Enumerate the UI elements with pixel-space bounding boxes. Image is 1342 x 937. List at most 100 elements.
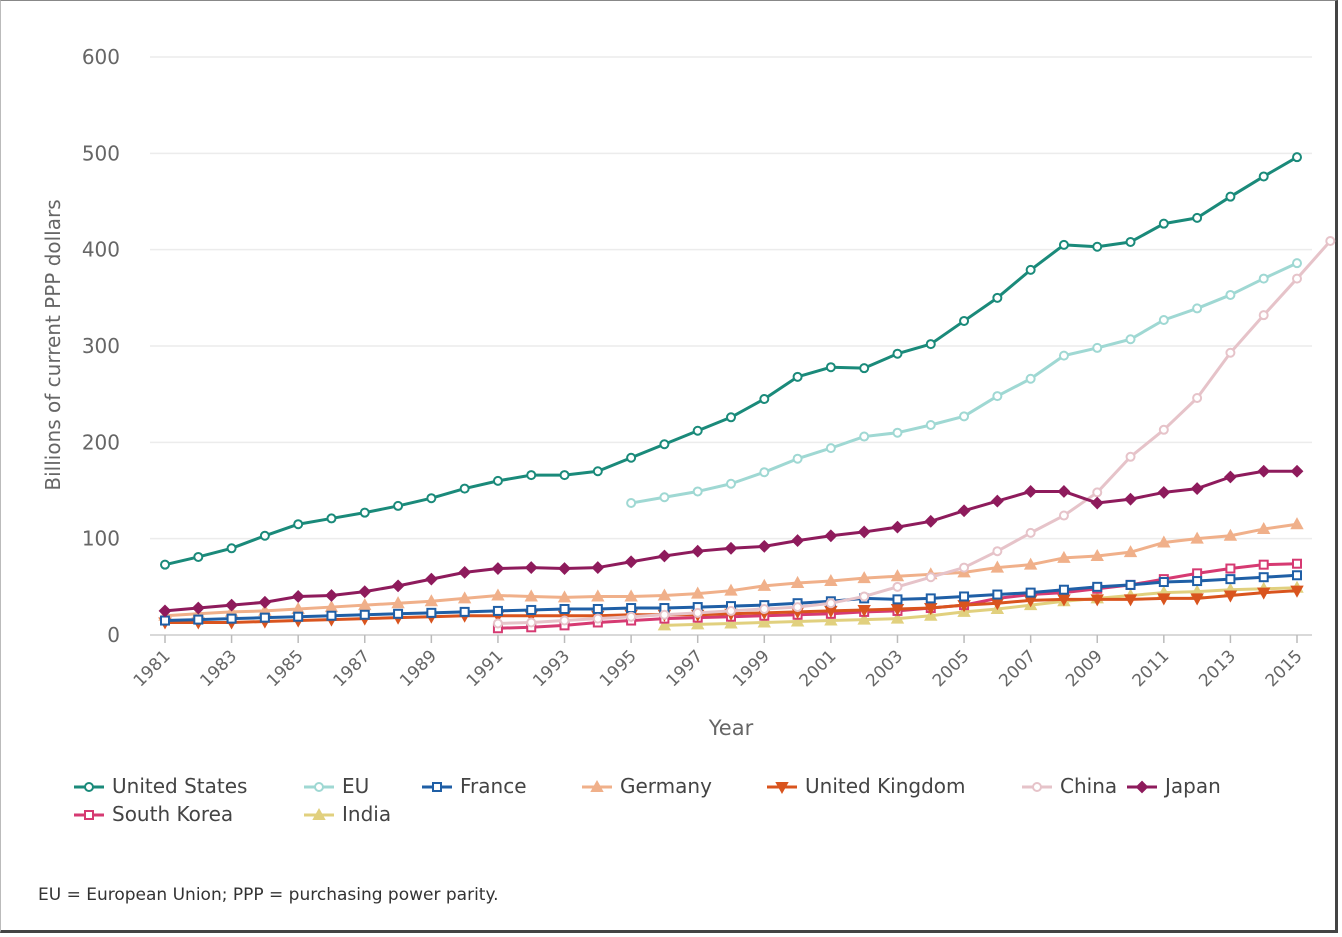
data-point xyxy=(591,589,605,602)
data-point xyxy=(1223,528,1238,541)
data-point xyxy=(1225,563,1236,574)
x-tick-label: 2013 xyxy=(1195,646,1240,691)
y-tick-label: 600 xyxy=(82,45,120,69)
legend-swatch-france xyxy=(422,782,452,792)
data-point xyxy=(457,591,472,604)
legend-row: United States EU France Germany United Kingd… xyxy=(72,772,1302,800)
series-line-china xyxy=(497,240,1332,625)
data-point xyxy=(659,439,670,450)
data-point xyxy=(259,530,270,541)
data-point xyxy=(857,525,871,539)
data-point xyxy=(626,452,637,463)
data-point xyxy=(324,600,339,613)
data-point xyxy=(1192,303,1203,314)
legend-label: United States xyxy=(112,773,248,798)
data-point xyxy=(657,588,672,601)
data-point xyxy=(293,611,304,622)
x-tick-label: 1999 xyxy=(729,646,774,691)
data-point xyxy=(492,475,503,486)
data-point xyxy=(1092,342,1103,353)
x-tick-label: 2015 xyxy=(1262,646,1307,691)
x-axis: 1981 1983 1985 1987 1989 1991 1993 1995 1997 1999… xyxy=(130,635,1307,691)
data-point xyxy=(726,478,736,489)
data-point xyxy=(724,541,738,555)
data-point xyxy=(592,466,603,477)
data-point xyxy=(1157,535,1171,548)
x-tick-label: 2007 xyxy=(995,646,1040,691)
y-axis-label: Billions of current PPP dollars xyxy=(41,199,65,490)
legend-label: France xyxy=(460,773,527,798)
x-tick-label: 1991 xyxy=(463,646,508,691)
legend-swatch-india xyxy=(304,807,334,820)
data-point xyxy=(1057,594,1071,607)
data-point xyxy=(890,569,905,582)
data-point xyxy=(759,393,770,404)
data-point xyxy=(559,470,570,481)
data-point xyxy=(158,604,172,618)
data-point xyxy=(424,594,439,607)
data-point xyxy=(393,608,404,619)
legend-label: United Kingdom xyxy=(805,773,966,798)
legend-item-germany: Germany xyxy=(580,774,765,798)
data-point xyxy=(757,539,771,553)
data-point xyxy=(890,611,905,624)
data-point xyxy=(1025,527,1036,538)
data-point xyxy=(1158,218,1169,229)
data-point xyxy=(1025,373,1036,384)
x-tick-label: 1989 xyxy=(396,646,441,691)
data-point xyxy=(291,601,305,614)
data-point xyxy=(358,598,372,611)
data-point xyxy=(1125,334,1136,345)
data-point xyxy=(1158,577,1169,588)
data-point xyxy=(990,560,1005,573)
data-point xyxy=(1125,236,1136,247)
data-point xyxy=(557,590,572,603)
data-point xyxy=(1023,557,1038,570)
legend-swatch-china xyxy=(1022,782,1052,792)
data-point xyxy=(924,608,938,621)
y-axis: 0 100 200 300 400 500 600 xyxy=(82,45,120,647)
data-point xyxy=(314,782,324,792)
data-point xyxy=(624,555,638,569)
data-point xyxy=(892,581,903,592)
data-point xyxy=(925,339,936,350)
data-point xyxy=(1024,485,1038,498)
data-point xyxy=(559,603,570,614)
data-point xyxy=(657,549,671,563)
x-tick-label: 2003 xyxy=(862,646,907,691)
series-group xyxy=(158,152,1336,634)
data-point xyxy=(1158,314,1169,325)
data-point xyxy=(1125,451,1136,462)
legend-label: Germany xyxy=(620,773,712,798)
data-point xyxy=(1125,579,1136,590)
data-point xyxy=(424,572,438,586)
data-point xyxy=(459,606,470,617)
data-point xyxy=(84,810,94,820)
series-line-eu xyxy=(630,261,1298,505)
data-point xyxy=(226,543,237,554)
data-point xyxy=(1124,492,1137,506)
data-point xyxy=(1290,464,1304,478)
y-tick-label: 300 xyxy=(82,334,120,358)
data-point xyxy=(792,602,803,613)
data-point xyxy=(325,589,338,602)
data-point xyxy=(1090,496,1104,510)
data-point xyxy=(1223,470,1237,484)
data-point xyxy=(225,598,239,612)
legend-swatch-germany xyxy=(582,779,612,792)
x-tick-label: 1995 xyxy=(596,646,641,691)
legend-item-eu: EU xyxy=(302,774,420,798)
data-point xyxy=(1225,289,1236,300)
data-point xyxy=(1258,171,1269,182)
data-point xyxy=(1258,310,1269,321)
legend-swatch-united-states xyxy=(74,782,104,792)
data-point xyxy=(1158,424,1169,435)
data-point xyxy=(990,598,1005,611)
y-tick-label: 500 xyxy=(82,141,120,165)
data-point xyxy=(1292,558,1302,569)
data-point xyxy=(824,529,838,543)
data-point xyxy=(1192,212,1203,223)
legend-swatch-united-kingdom xyxy=(767,782,797,795)
y-tick-label: 0 xyxy=(107,623,120,647)
data-point xyxy=(692,425,703,436)
